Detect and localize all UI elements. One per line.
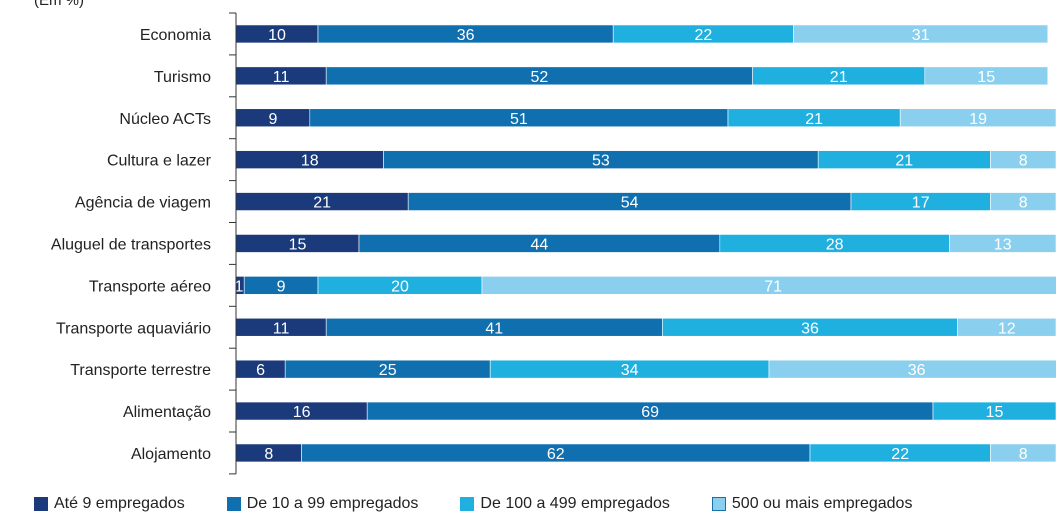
data-label: 15 xyxy=(986,404,1004,421)
data-label: 21 xyxy=(830,69,848,86)
bar-segment xyxy=(990,443,1056,463)
bar-segment xyxy=(949,234,1056,253)
category-label: Alimentação xyxy=(123,404,211,421)
data-label: 15 xyxy=(977,69,995,86)
data-label: 28 xyxy=(826,236,844,253)
bar-segment xyxy=(924,66,1049,86)
data-label: 21 xyxy=(895,153,913,170)
legend-label: De 100 a 499 empregados xyxy=(480,495,670,512)
category-label: Alojamento xyxy=(131,446,211,463)
data-label: 13 xyxy=(994,236,1012,253)
legend-item: 500 ou mais empregados xyxy=(711,495,913,513)
unit-label: (Em %) xyxy=(34,0,84,9)
data-label: 71 xyxy=(764,278,782,295)
legend-item: De 100 a 499 empregados xyxy=(460,495,670,513)
data-label: 51 xyxy=(510,111,528,128)
category-label: Cultura e lazer xyxy=(107,153,212,170)
category-label: Aluguel de transportes xyxy=(51,236,211,253)
category-label: Transporte terrestre xyxy=(70,362,211,379)
data-label: 9 xyxy=(268,111,277,128)
data-label: 22 xyxy=(695,27,713,44)
chart: Economia 10 36 22 31 Turismo 11 52 21 15 Núcleo AC… xyxy=(51,12,1056,475)
data-label: 15 xyxy=(289,236,307,253)
bar-segment xyxy=(899,108,1056,128)
data-label: 53 xyxy=(592,153,610,170)
legend-swatch xyxy=(34,497,48,511)
bar-segment xyxy=(768,359,1056,379)
data-label: 19 xyxy=(969,111,987,128)
data-label: 44 xyxy=(531,236,549,253)
data-label: 9 xyxy=(277,278,286,295)
data-label: 11 xyxy=(273,69,290,86)
category-label: Transporte aquaviário xyxy=(56,320,211,337)
bar-segment xyxy=(990,192,1056,211)
data-label: 1 xyxy=(235,278,244,295)
legend-item: De 10 a 99 empregados xyxy=(226,495,419,513)
data-label: 54 xyxy=(621,195,639,212)
data-label: 62 xyxy=(547,446,565,463)
category-label: Núcleo ACTs xyxy=(119,111,211,128)
data-label: 8 xyxy=(1019,195,1028,212)
data-label: 36 xyxy=(457,27,475,44)
legend-label: De 10 a 99 empregados xyxy=(246,495,419,512)
bar-segment xyxy=(481,276,1056,295)
data-label: 22 xyxy=(891,446,909,463)
legend-label: 500 ou mais empregados xyxy=(731,495,913,512)
legend-item: Até 9 empregados xyxy=(34,495,185,513)
data-label: 11 xyxy=(273,320,290,337)
data-label: 8 xyxy=(1019,446,1028,463)
data-label: 25 xyxy=(379,362,397,379)
data-label: 31 xyxy=(912,27,930,44)
data-label: 12 xyxy=(998,320,1016,337)
data-label: 18 xyxy=(301,153,319,170)
data-label: 52 xyxy=(531,69,549,86)
data-label: 34 xyxy=(621,362,639,379)
data-label: 41 xyxy=(485,320,503,337)
data-label: 17 xyxy=(912,195,930,212)
bar-segment xyxy=(793,24,1049,44)
category-label: Agência de viagem xyxy=(75,195,211,212)
legend-swatch xyxy=(226,497,241,511)
category-label: Economia xyxy=(140,27,211,44)
data-label: 21 xyxy=(805,111,823,128)
data-label: 10 xyxy=(268,27,286,44)
bar-segment xyxy=(990,150,1056,169)
data-label: 20 xyxy=(391,278,409,295)
category-label: Turismo xyxy=(154,69,211,86)
data-label: 16 xyxy=(293,404,311,421)
data-label: 8 xyxy=(1019,153,1028,170)
legend-swatch xyxy=(460,497,475,511)
bar-segment xyxy=(932,401,1056,421)
legend-swatch xyxy=(711,497,726,511)
data-label: 36 xyxy=(908,362,926,379)
data-label: 6 xyxy=(256,362,265,379)
category-label: Transporte aéreo xyxy=(89,278,211,295)
legend-label: Até 9 empregados xyxy=(54,495,185,512)
data-label: 36 xyxy=(801,320,819,337)
data-label: 21 xyxy=(313,195,331,212)
data-label: 8 xyxy=(264,446,273,463)
legend: Até 9 empregados De 10 a 99 empregados De … xyxy=(34,493,912,515)
data-label: 69 xyxy=(641,404,659,421)
